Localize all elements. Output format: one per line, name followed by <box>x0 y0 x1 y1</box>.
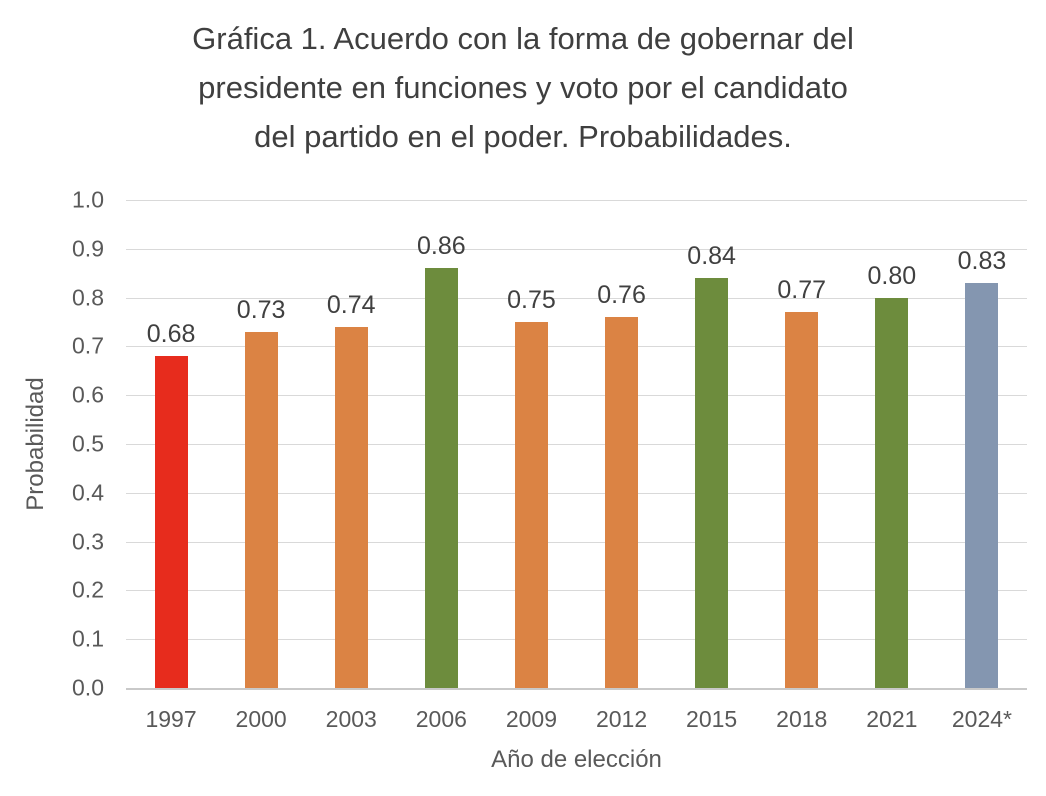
x-tick-label-2018: 2018 <box>776 706 828 732</box>
gridline-0.2 <box>126 590 1027 592</box>
y-tick-label-0.4: 0.4 <box>72 479 104 506</box>
y-tick-label-0.2: 0.2 <box>72 576 104 603</box>
y-tick-label-1.0: 1.0 <box>72 186 104 213</box>
x-tick-label-2006: 2006 <box>415 706 467 732</box>
x-tick-label-2021: 2021 <box>866 706 918 732</box>
bar-2021 <box>875 297 909 688</box>
bar-value-label-2006: 0.86 <box>417 232 466 261</box>
bar-2000 <box>244 331 278 688</box>
bar-value-label-2009: 0.75 <box>507 286 556 314</box>
gridline-0.5 <box>126 444 1027 445</box>
gridline-0.1 <box>126 639 1027 641</box>
y-tick-label-0.3: 0.3 <box>72 528 104 555</box>
chart-title-line-1: Gráfica 1. Acuerdo con la forma de gober… <box>192 21 854 56</box>
bar-value-label-2021: 0.80 <box>867 261 917 290</box>
gridline-1.0 <box>126 200 1027 201</box>
x-tick-label-2003: 2003 <box>325 706 377 732</box>
bar-value-label-1997: 0.68 <box>146 320 196 349</box>
bar-2015 <box>695 278 729 688</box>
y-tick-label-0.5: 0.5 <box>72 430 104 457</box>
y-tick-label-0.7: 0.7 <box>72 332 104 359</box>
x-tick-label-2024*: 2024* <box>951 706 1012 732</box>
gridline-0.9 <box>126 248 1027 250</box>
bar-2009 <box>514 322 548 688</box>
y-tick-label-0.0: 0.0 <box>72 674 104 701</box>
bar-1997 <box>154 356 188 688</box>
chart-title-line-2: presidente en funciones y voto por el ca… <box>198 70 848 105</box>
gridline-0.0 <box>126 688 1027 690</box>
gridline-0.6 <box>126 395 1027 397</box>
y-tick-label-0.6: 0.6 <box>72 381 104 408</box>
bar-value-label-2003: 0.74 <box>326 290 376 319</box>
x-tick-label-2009: 2009 <box>505 706 558 732</box>
chart-title-line-3: del partido en el poder. Probabilidades. <box>254 119 792 154</box>
y-tick-label-0.8: 0.8 <box>72 284 104 311</box>
y-tick-label-0.1: 0.1 <box>72 625 104 652</box>
x-tick-label-1997: 1997 <box>145 706 197 732</box>
bar-value-label-2012: 0.76 <box>597 281 646 310</box>
bar-2012 <box>605 317 639 688</box>
bar-value-label-2018: 0.77 <box>777 276 827 305</box>
x-tick-label-2012: 2012 <box>595 706 648 732</box>
bar-2003 <box>334 326 368 688</box>
chart-title: Gráfica 1. Acuerdo con la forma de gober… <box>0 14 1046 161</box>
y-tick-label-0.9: 0.9 <box>72 235 104 262</box>
gridline-0.8 <box>126 297 1027 299</box>
bar-value-label-2024*: 0.83 <box>957 246 1007 275</box>
bar-value-label-2015: 0.84 <box>687 242 736 271</box>
bar-value-label-2000: 0.73 <box>236 295 286 324</box>
gridline-0.7 <box>126 346 1027 348</box>
x-tick-label-2000: 2000 <box>235 706 287 732</box>
x-axis-title: Año de elección <box>491 746 662 773</box>
bar-2018 <box>785 312 819 688</box>
plot-area: 0.68 0.73 0.74 0.86 0.75 0.76 0.84 0.77 0.80 0.83 <box>126 200 1027 690</box>
x-tick-label-2015: 2015 <box>686 706 738 732</box>
gridline-0.3 <box>126 541 1027 543</box>
gridline-0.4 <box>126 492 1027 494</box>
bar-2006 <box>424 268 458 688</box>
bar-2024* <box>965 282 999 688</box>
